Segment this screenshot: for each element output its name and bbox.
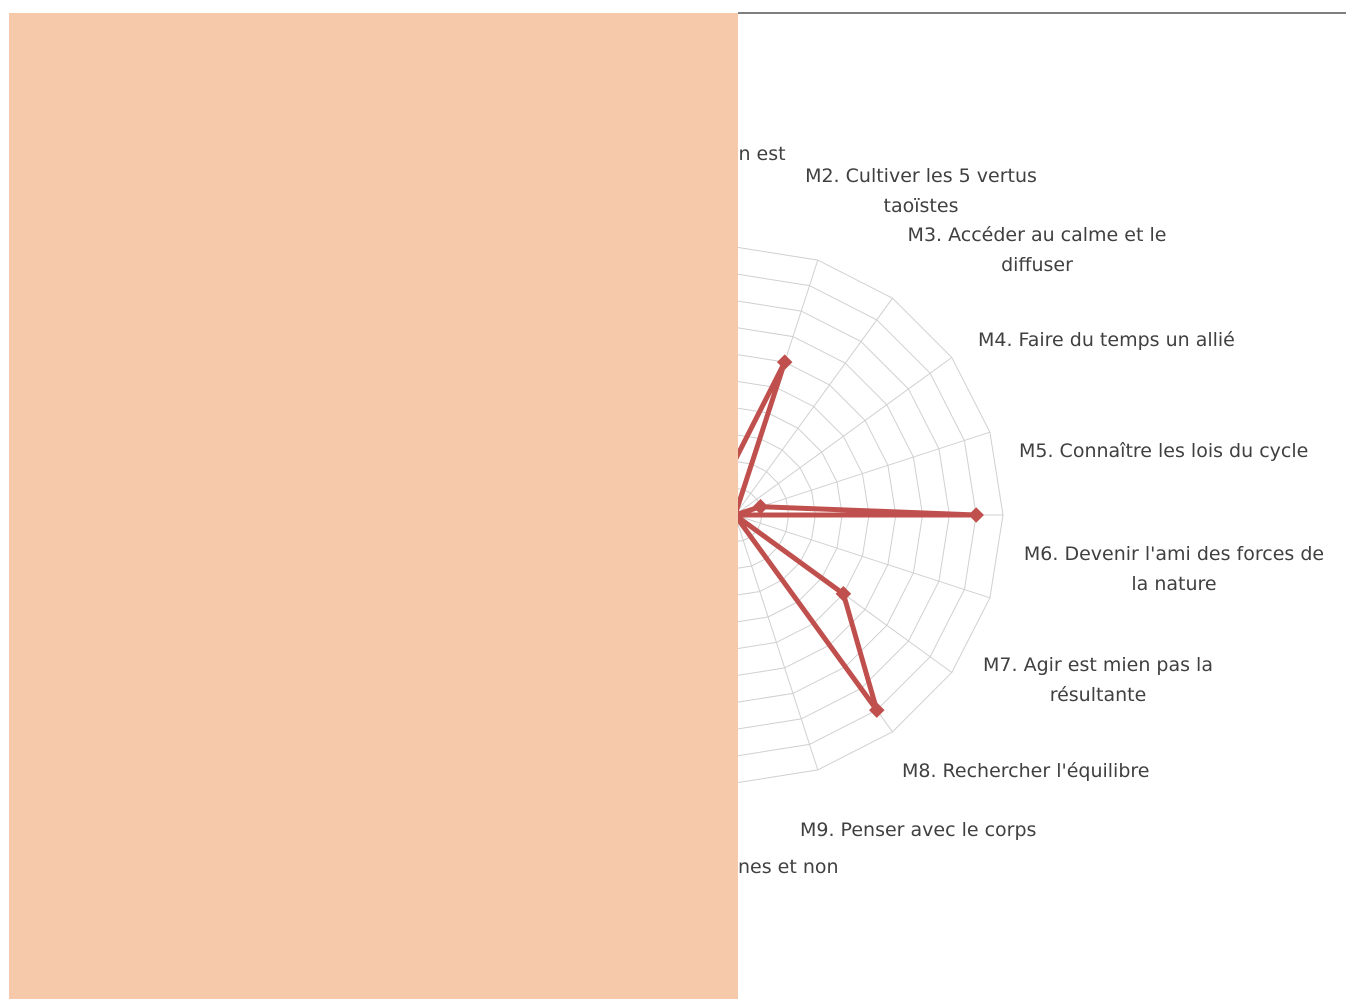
radar-axis-labels: n est M2. Cultiver les 5 vertus taoïstes M3… [738,143,1324,878]
axis-label-line: taoïstes [884,195,959,217]
axis-label-line: diffuser [1001,254,1073,276]
axis-label-line: M6. Devenir l'ami des forces de [1024,543,1324,565]
redaction-overlay [9,13,738,999]
axis-label-line: M9. Penser avec le corps [800,819,1036,841]
axis-label: M2. Cultiver les 5 vertus taoïstes [805,165,1037,217]
axis-label-line: M3. Accéder au calme et le [908,224,1167,246]
axis-label: M4. Faire du temps un allié [978,329,1235,351]
series-marker [752,498,769,515]
axis-label: n est [738,143,785,165]
axis-label-line: M4. Faire du temps un allié [978,329,1235,351]
axis-label: M3. Accéder au calme et le diffuser [908,224,1167,276]
axis-label: M6. Devenir l'ami des forces de la nature [1024,543,1324,595]
axis-label-line: M7. Agir est mien pas la [983,654,1213,676]
axis-label: M7. Agir est mien pas la résultante [983,654,1213,706]
axis-label-line: résultante [1050,684,1147,706]
grid-spoke [734,431,991,516]
axis-label: M8. Rechercher l'équilibre [902,760,1149,782]
axis-label-line: M5. Connaître les lois du cycle [1019,440,1308,462]
grid-spoke [734,297,893,516]
series-marker [968,507,984,523]
axis-label-line: M8. Rechercher l'équilibre [902,760,1149,782]
grid-spoke [734,514,819,771]
top-divider [738,12,1346,14]
grid-spoke [734,357,953,516]
axis-label-line: la nature [1131,573,1216,595]
axis-label: M9. Penser avec le corps [800,819,1036,841]
series-marker [835,586,852,602]
axis-label-line: nes et non [738,856,839,878]
axis-label-line: n est [738,143,785,165]
axis-label: M5. Connaître les lois du cycle [1019,440,1308,462]
series-marker [869,702,885,718]
axis-label-line: M2. Cultiver les 5 vertus [805,165,1037,187]
axis-label: nes et non [738,856,839,878]
grid-spoke [734,514,991,599]
series-line [720,359,979,713]
